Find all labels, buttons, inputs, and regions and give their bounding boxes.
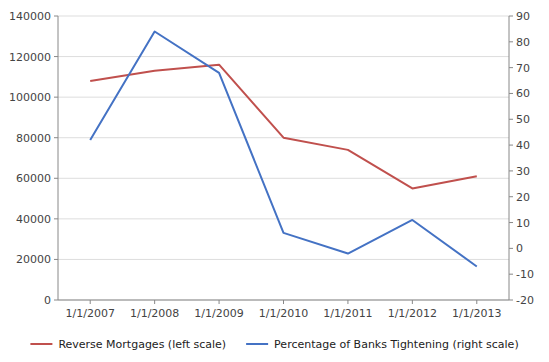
y-tick: [54, 97, 58, 98]
grid-line: [58, 56, 509, 57]
y2-tick-label: 10: [516, 217, 530, 230]
y-tick-label: 100000: [9, 91, 51, 104]
legend-label: Reverse Mortgages (left scale): [58, 338, 226, 351]
grid-line: [58, 16, 509, 17]
x-tick: [219, 300, 220, 304]
x-tick-label: 1/1/2007: [66, 307, 115, 320]
legend-item: Reverse Mortgages (left scale): [30, 338, 226, 351]
x-tick-label: 1/1/2010: [259, 307, 308, 320]
x-tick: [347, 300, 348, 304]
x-tick: [90, 300, 91, 304]
x-tick-label: 1/1/2008: [130, 307, 179, 320]
y-tick: [54, 137, 58, 138]
y-tick: [54, 218, 58, 219]
y2-tick-label: -10: [516, 268, 534, 281]
legend-swatch: [30, 343, 52, 345]
x-tick-label: 1/1/2013: [452, 307, 501, 320]
y2-tick: [509, 93, 513, 94]
y-tick-label: 0: [44, 294, 51, 307]
y-tick-label: 40000: [16, 213, 51, 226]
y2-tick: [509, 119, 513, 120]
x-tick: [154, 300, 155, 304]
y2-tick: [509, 145, 513, 146]
y-axis-line: [58, 16, 59, 300]
y2-tick-label: 60: [516, 87, 530, 100]
y2-tick: [509, 300, 513, 301]
y2-tick: [509, 67, 513, 68]
y-tick-label: 140000: [9, 10, 51, 23]
y2-tick: [509, 196, 513, 197]
y-tick-label: 20000: [16, 253, 51, 266]
line-series: [90, 65, 477, 189]
y2-tick-label: 70: [516, 62, 530, 75]
y2-tick: [509, 274, 513, 275]
axes: 0 20000 40000 60000 80000 100000 120000 140000 -…: [9, 10, 534, 320]
y-tick: [54, 56, 58, 57]
x-tick-label: 1/1/2009: [194, 307, 243, 320]
y-tick: [54, 259, 58, 260]
x-tick: [412, 300, 413, 304]
x-tick-label: 1/1/2012: [388, 307, 437, 320]
series-group: [90, 31, 477, 266]
y2-tick-label: 50: [516, 113, 530, 126]
x-tick: [283, 300, 284, 304]
y2-tick-label: 0: [516, 242, 523, 255]
y2-tick: [509, 41, 513, 42]
y2-axis-line: [509, 16, 510, 300]
y-tick-label: 120000: [9, 51, 51, 64]
y2-tick-label: 90: [516, 10, 530, 23]
x-tick: [476, 300, 477, 304]
x-tick-label: 1/1/2011: [323, 307, 372, 320]
chart: 0 20000 40000 60000 80000 100000 120000 140000 -…: [0, 0, 549, 362]
y2-tick-label: 40: [516, 139, 530, 152]
legend-label: Percentage of Banks Tightening (right sc…: [274, 338, 519, 351]
legend: Reverse Mortgages (left scale) Percentage…: [30, 338, 518, 351]
legend-swatch: [246, 343, 268, 345]
y2-tick: [509, 170, 513, 171]
y2-tick: [509, 16, 513, 17]
y-tick-label: 80000: [16, 132, 51, 145]
y2-tick-label: -20: [516, 294, 534, 307]
y2-tick-label: 30: [516, 165, 530, 178]
legend-item: Percentage of Banks Tightening (right sc…: [246, 338, 519, 351]
y-tick: [54, 300, 58, 301]
y-tick: [54, 16, 58, 17]
grid: [58, 16, 509, 300]
y2-tick-label: 20: [516, 191, 530, 204]
grid-line: [58, 97, 509, 98]
grid-line: [58, 178, 509, 179]
y2-tick: [509, 222, 513, 223]
y-tick: [54, 178, 58, 179]
y2-tick: [509, 248, 513, 249]
grid-line: [58, 259, 509, 260]
y2-tick-label: 80: [516, 36, 530, 49]
y-tick-label: 60000: [16, 172, 51, 185]
line-series: [90, 31, 477, 266]
chart-container: 0 20000 40000 60000 80000 100000 120000 140000 -…: [0, 0, 549, 362]
grid-line: [58, 218, 509, 219]
